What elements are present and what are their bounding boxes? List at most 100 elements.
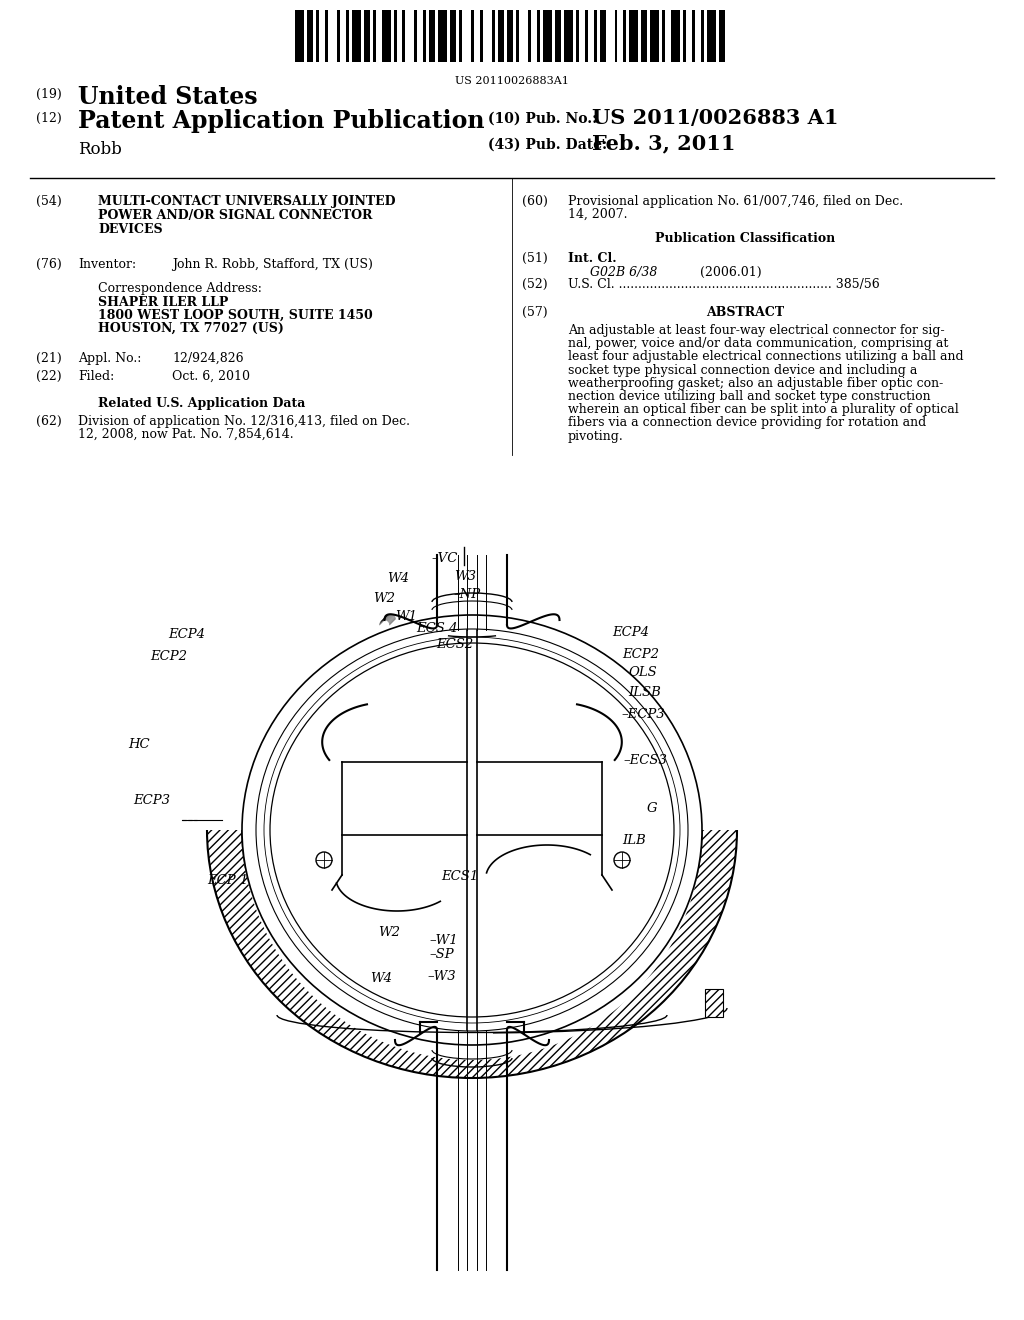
Bar: [373, 11, 376, 62]
Bar: [423, 11, 426, 62]
Bar: [528, 11, 530, 62]
Bar: [701, 11, 705, 62]
Text: weatherproofing gasket; also an adjustable fiber optic con-: weatherproofing gasket; also an adjustab…: [568, 376, 943, 389]
Bar: [364, 11, 370, 62]
Text: ECP4: ECP4: [168, 628, 205, 642]
Bar: [672, 11, 680, 62]
Text: 12/924,826: 12/924,826: [172, 352, 244, 366]
Text: nection device utilizing ball and socket type construction: nection device utilizing ball and socket…: [568, 389, 931, 403]
Bar: [471, 11, 474, 62]
Bar: [402, 11, 406, 62]
Text: Int. Cl.: Int. Cl.: [568, 252, 616, 265]
Bar: [600, 11, 605, 62]
Text: –NP: –NP: [453, 587, 480, 601]
Bar: [719, 11, 725, 62]
Text: (54): (54): [36, 195, 61, 209]
Text: ECP3: ECP3: [133, 793, 170, 807]
Text: –SP: –SP: [429, 949, 454, 961]
Text: –W3: –W3: [428, 970, 457, 983]
Text: Inventor:: Inventor:: [78, 257, 136, 271]
Bar: [346, 11, 349, 62]
Text: G02B 6/38: G02B 6/38: [590, 267, 657, 279]
Text: socket type physical connection device and including a: socket type physical connection device a…: [568, 363, 918, 376]
Bar: [650, 11, 659, 62]
Text: ECP 1: ECP 1: [207, 874, 248, 887]
Text: (43) Pub. Date:: (43) Pub. Date:: [488, 139, 607, 152]
Text: Division of application No. 12/316,413, filed on Dec.: Division of application No. 12/316,413, …: [78, 414, 410, 428]
Text: US 2011/0026883 A1: US 2011/0026883 A1: [592, 108, 839, 128]
Bar: [564, 11, 572, 62]
Text: W2: W2: [373, 591, 395, 605]
Bar: [351, 11, 360, 62]
Text: (57): (57): [522, 306, 548, 319]
Text: ECS 4: ECS 4: [416, 622, 458, 635]
Text: HC: HC: [128, 738, 150, 751]
Text: OLS: OLS: [628, 667, 656, 680]
Text: MULTI-CONTACT UNIVERSALLY JOINTED: MULTI-CONTACT UNIVERSALLY JOINTED: [98, 195, 395, 209]
Bar: [624, 11, 627, 62]
Text: (19): (19): [36, 88, 61, 102]
Text: wherein an optical fiber can be split into a plurality of optical: wherein an optical fiber can be split in…: [568, 403, 958, 416]
Text: Correspondence Address:: Correspondence Address:: [98, 282, 262, 294]
Bar: [537, 11, 540, 62]
Bar: [315, 11, 318, 62]
Text: fibers via a connection device providing for rotation and: fibers via a connection device providing…: [568, 416, 927, 429]
Bar: [575, 11, 579, 62]
Text: –ECP3: –ECP3: [622, 708, 666, 721]
Text: (62): (62): [36, 414, 61, 428]
Bar: [429, 11, 435, 62]
Bar: [663, 11, 666, 62]
Text: SHAPER ILER LLP: SHAPER ILER LLP: [98, 296, 228, 309]
Bar: [683, 11, 686, 62]
Wedge shape: [242, 830, 702, 1060]
Text: Oct. 6, 2010: Oct. 6, 2010: [172, 370, 250, 383]
Text: ILB: ILB: [622, 833, 646, 846]
Text: (76): (76): [36, 257, 61, 271]
Text: W4: W4: [387, 573, 409, 586]
Text: W4: W4: [370, 972, 392, 985]
Text: (12): (12): [36, 112, 61, 125]
Text: Publication Classification: Publication Classification: [655, 232, 836, 246]
Bar: [459, 11, 462, 62]
Ellipse shape: [207, 582, 737, 1078]
Text: W2: W2: [378, 925, 400, 939]
Bar: [382, 11, 390, 62]
Text: Provisional application No. 61/007,746, filed on Dec.: Provisional application No. 61/007,746, …: [568, 195, 903, 209]
Circle shape: [614, 851, 630, 869]
Text: ILSB: ILSB: [628, 686, 660, 700]
Text: (52): (52): [522, 279, 548, 290]
Text: ECP4: ECP4: [612, 627, 649, 639]
Text: An adjustable at least four-way electrical connector for sig-: An adjustable at least four-way electric…: [568, 323, 944, 337]
Text: POWER AND/OR SIGNAL CONNECTOR: POWER AND/OR SIGNAL CONNECTOR: [98, 209, 373, 222]
Bar: [585, 11, 588, 62]
Text: pivoting.: pivoting.: [568, 429, 624, 442]
Text: Filed:: Filed:: [78, 370, 115, 383]
Text: (21): (21): [36, 352, 61, 366]
Text: 14, 2007.: 14, 2007.: [568, 209, 628, 220]
Bar: [516, 11, 519, 62]
Text: Related U.S. Application Data: Related U.S. Application Data: [98, 397, 305, 411]
Bar: [614, 11, 617, 62]
Text: United States: United States: [78, 84, 258, 110]
Bar: [295, 11, 304, 62]
Text: (51): (51): [522, 252, 548, 265]
Bar: [337, 11, 340, 62]
Bar: [480, 11, 483, 62]
Bar: [307, 11, 313, 62]
Bar: [325, 11, 328, 62]
Text: (10) Pub. No.:: (10) Pub. No.:: [488, 112, 597, 125]
Wedge shape: [193, 550, 752, 830]
Text: ECP2: ECP2: [622, 648, 659, 660]
Circle shape: [316, 851, 332, 869]
Text: US 20110026883A1: US 20110026883A1: [455, 77, 569, 86]
Bar: [507, 11, 513, 62]
Text: Patent Application Publication: Patent Application Publication: [78, 110, 484, 133]
Text: HOUSTON, TX 77027 (US): HOUSTON, TX 77027 (US): [98, 322, 284, 335]
Bar: [543, 11, 552, 62]
Bar: [708, 11, 716, 62]
Text: ABSTRACT: ABSTRACT: [706, 306, 784, 319]
Text: DEVICES: DEVICES: [98, 223, 163, 236]
Text: nal, power, voice and/or data communication, comprising at: nal, power, voice and/or data communicat…: [568, 337, 948, 350]
Text: –W1: –W1: [429, 933, 458, 946]
Text: W1: W1: [395, 610, 417, 623]
